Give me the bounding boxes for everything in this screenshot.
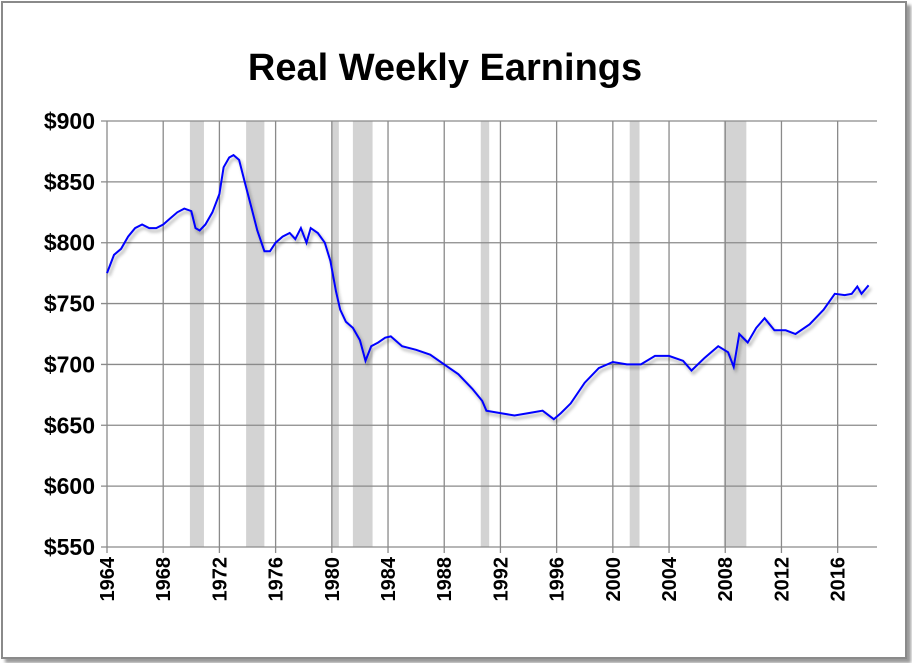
recession-band [480, 121, 490, 547]
y-tick-label: $750 [44, 291, 95, 317]
y-tick-label: $550 [44, 534, 95, 560]
chart-title: Real Weekly Earnings [248, 47, 642, 89]
x-tick-label: 2000 [603, 557, 625, 602]
y-tick-label: $600 [44, 473, 95, 499]
y-tick-label: $700 [44, 351, 95, 377]
recession-band [723, 121, 747, 547]
y-tick-label: $850 [44, 169, 95, 195]
recession-band [352, 121, 373, 547]
x-tick-label: 2004 [659, 556, 681, 601]
x-tick-label: 2016 [828, 557, 850, 602]
x-tick-label: 1992 [490, 557, 512, 602]
x-tick-label: 1996 [547, 557, 569, 602]
x-tick-label: 1968 [153, 557, 175, 602]
recession-band [189, 121, 204, 547]
x-tick-label: 1976 [266, 557, 288, 602]
y-tick-label: $800 [44, 230, 95, 256]
x-tick-label: 1980 [322, 557, 344, 602]
x-tick-label: 1964 [97, 556, 119, 601]
x-tick-label: 2012 [771, 557, 793, 602]
x-tick-label: 1972 [209, 557, 231, 602]
recession-band [331, 121, 339, 547]
series-line [106, 153, 870, 421]
x-tick-label: 2008 [715, 557, 737, 602]
y-tick-label: $650 [44, 412, 95, 438]
recession-band [246, 121, 265, 547]
x-tick-label: 1984 [378, 556, 400, 601]
recession-band [629, 121, 640, 547]
y-tick-label: $900 [44, 108, 95, 134]
x-tick-label: 1988 [434, 557, 456, 602]
